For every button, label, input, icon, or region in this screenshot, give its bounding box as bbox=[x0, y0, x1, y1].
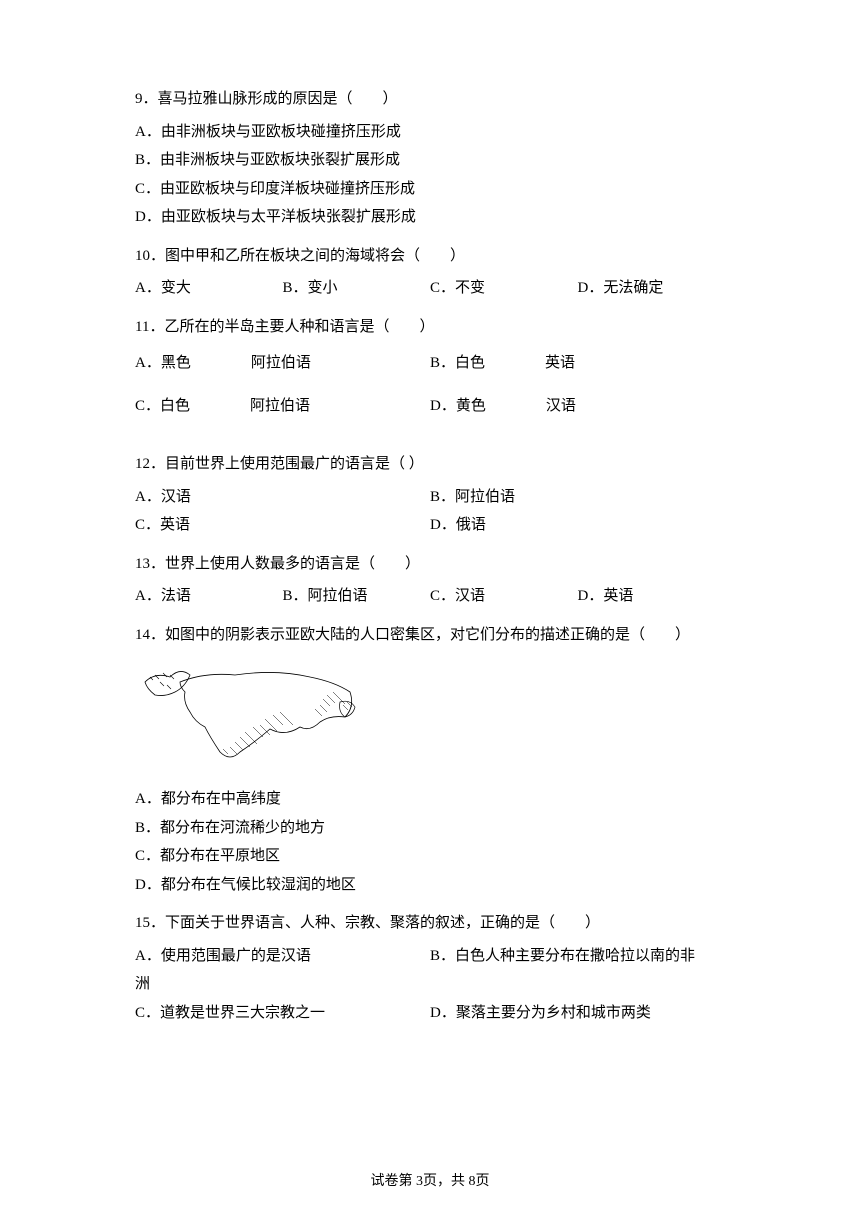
question-10-options: A．变大 B．变小 C．不变 D．无法确定 bbox=[135, 274, 725, 303]
option-10a: A．变大 bbox=[135, 274, 283, 303]
page-footer: 试卷第 3页，共 8页 bbox=[0, 1169, 860, 1196]
option-12a: A．汉语 bbox=[135, 483, 430, 512]
option-15d: D．聚落主要分为乡村和城市两类 bbox=[430, 999, 725, 1028]
question-15-options-row2: C．道教是世界三大宗教之一 D．聚落主要分为乡村和城市两类 bbox=[135, 999, 725, 1028]
option-11c-lang: 阿拉伯语 bbox=[250, 392, 310, 421]
option-15a: A．使用范围最广的是汉语 bbox=[135, 942, 430, 971]
option-12b: B．阿拉伯语 bbox=[430, 483, 725, 512]
map-icon bbox=[135, 657, 365, 777]
option-15c: C．道教是世界三大宗教之一 bbox=[135, 999, 430, 1028]
question-12-options: A．汉语 B．阿拉伯语 C．英语 D．俄语 bbox=[135, 483, 725, 540]
option-13d: D．英语 bbox=[578, 582, 726, 611]
option-13b: B．阿拉伯语 bbox=[283, 582, 431, 611]
question-11: 11．乙所在的半岛主要人种和语言是（ ） A．黑色 阿拉伯语 B．白色 英语 C… bbox=[135, 313, 725, 421]
option-9d: D．由亚欧板块与太平洋板块张裂扩展形成 bbox=[135, 203, 725, 232]
option-11c: C．白色 阿拉伯语 bbox=[135, 392, 430, 421]
question-11-options: A．黑色 阿拉伯语 B．白色 英语 C．白色 阿拉伯语 D．黄色 汉语 bbox=[135, 349, 725, 420]
option-11d: D．黄色 汉语 bbox=[430, 392, 725, 421]
question-10: 10．图中甲和乙所在板块之间的海域将会（ ） A．变大 B．变小 C．不变 D．… bbox=[135, 242, 725, 303]
option-12d: D．俄语 bbox=[430, 511, 725, 540]
option-14a: A．都分布在中高纬度 bbox=[135, 785, 725, 814]
option-14d: D．都分布在气候比较湿润的地区 bbox=[135, 871, 725, 900]
option-9a: A．由非洲板块与亚欧板块碰撞挤压形成 bbox=[135, 118, 725, 147]
question-14-options: A．都分布在中高纬度 B．都分布在河流稀少的地方 C．都分布在平原地区 D．都分… bbox=[135, 785, 725, 899]
question-12-text: 12．目前世界上使用范围最广的语言是（ ） bbox=[135, 450, 725, 479]
question-9: 9．喜马拉雅山脉形成的原因是（ ） A．由非洲板块与亚欧板块碰撞挤压形成 B．由… bbox=[135, 85, 725, 232]
option-13c: C．汉语 bbox=[430, 582, 578, 611]
option-10c: C．不变 bbox=[430, 274, 578, 303]
option-11d-race: D．黄色 bbox=[430, 392, 486, 421]
option-11b-lang: 英语 bbox=[545, 349, 575, 378]
option-11b-race: B．白色 bbox=[430, 349, 485, 378]
question-14: 14．如图中的阴影表示亚欧大陆的人口密集区，对它们分布的描述正确的是（ ） A．… bbox=[135, 621, 725, 900]
question-10-text: 10．图中甲和乙所在板块之间的海域将会（ ） bbox=[135, 242, 725, 271]
option-11a-lang: 阿拉伯语 bbox=[251, 349, 311, 378]
option-10b: B．变小 bbox=[283, 274, 431, 303]
eurasia-map-image bbox=[135, 657, 365, 777]
question-15-options: A．使用范围最广的是汉语 B．白色人种主要分布在撒哈拉以南的非 bbox=[135, 942, 725, 971]
option-14c: C．都分布在平原地区 bbox=[135, 842, 725, 871]
question-12: 12．目前世界上使用范围最广的语言是（ ） A．汉语 B．阿拉伯语 C．英语 D… bbox=[135, 450, 725, 540]
question-13: 13．世界上使用人数最多的语言是（ ） A．法语 B．阿拉伯语 C．汉语 D．英… bbox=[135, 550, 725, 611]
question-11-text: 11．乙所在的半岛主要人种和语言是（ ） bbox=[135, 313, 725, 342]
question-15-text: 15．下面关于世界语言、人种、宗教、聚落的叙述，正确的是（ ） bbox=[135, 909, 725, 938]
option-14b: B．都分布在河流稀少的地方 bbox=[135, 814, 725, 843]
option-11d-lang: 汉语 bbox=[546, 392, 576, 421]
option-15b: B．白色人种主要分布在撒哈拉以南的非 bbox=[430, 942, 725, 971]
option-11c-race: C．白色 bbox=[135, 392, 190, 421]
option-10d: D．无法确定 bbox=[578, 274, 726, 303]
question-13-text: 13．世界上使用人数最多的语言是（ ） bbox=[135, 550, 725, 579]
option-9b: B．由非洲板块与亚欧板块张裂扩展形成 bbox=[135, 146, 725, 175]
question-9-text: 9．喜马拉雅山脉形成的原因是（ ） bbox=[135, 85, 725, 114]
option-12c: C．英语 bbox=[135, 511, 430, 540]
question-13-options: A．法语 B．阿拉伯语 C．汉语 D．英语 bbox=[135, 582, 725, 611]
option-11b: B．白色 英语 bbox=[430, 349, 725, 378]
option-13a: A．法语 bbox=[135, 582, 283, 611]
question-9-options: A．由非洲板块与亚欧板块碰撞挤压形成 B．由非洲板块与亚欧板块张裂扩展形成 C．… bbox=[135, 118, 725, 232]
option-11a-race: A．黑色 bbox=[135, 349, 191, 378]
question-14-text: 14．如图中的阴影表示亚欧大陆的人口密集区，对它们分布的描述正确的是（ ） bbox=[135, 621, 725, 650]
option-15b-continuation: 洲 bbox=[135, 970, 725, 999]
option-11a: A．黑色 阿拉伯语 bbox=[135, 349, 430, 378]
question-15: 15．下面关于世界语言、人种、宗教、聚落的叙述，正确的是（ ） A．使用范围最广… bbox=[135, 909, 725, 1027]
option-9c: C．由亚欧板块与印度洋板块碰撞挤压形成 bbox=[135, 175, 725, 204]
